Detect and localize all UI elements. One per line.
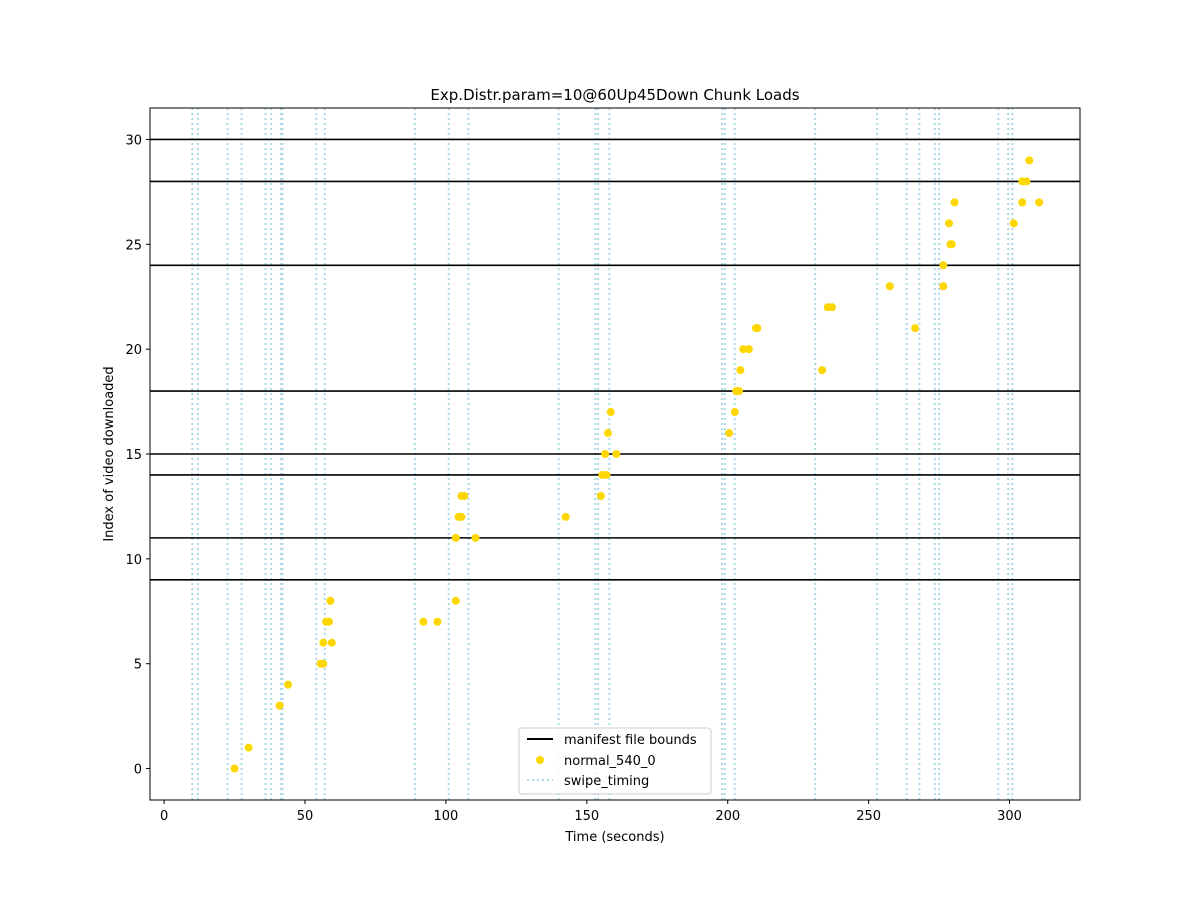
data-point: [602, 470, 611, 479]
data-point: [275, 701, 284, 710]
manifest-bound-lines: [150, 138, 1080, 581]
x-tick-label: 50: [297, 809, 314, 824]
x-tick-label: 100: [433, 809, 458, 824]
data-point: [606, 408, 615, 417]
data-point: [612, 450, 621, 458]
y-axis-label: Index of video downloaded: [102, 366, 117, 541]
x-tick-label: 0: [160, 809, 168, 824]
chart-title: Exp.Distr.param=10@60Up45Down Chunk Load…: [430, 86, 799, 104]
data-point: [319, 638, 328, 647]
data-point: [324, 617, 333, 626]
y-tick-label: 5: [134, 658, 142, 673]
data-point: [735, 387, 743, 396]
data-point: [828, 303, 836, 312]
data-point: [753, 324, 762, 333]
data-points: [230, 156, 1044, 773]
data-point: [1035, 198, 1044, 207]
data-point: [419, 617, 428, 626]
y-tick-label: 10: [125, 553, 142, 568]
y-tick-label: 25: [125, 238, 142, 253]
data-point: [725, 429, 734, 438]
data-point: [603, 429, 612, 438]
data-point: [950, 198, 959, 207]
legend-swipe-label: swipe_timing: [564, 774, 649, 789]
x-tick-label: 150: [574, 809, 599, 824]
data-point: [327, 638, 336, 647]
x-tick-label: 200: [715, 809, 740, 824]
y-tick-label: 30: [125, 133, 142, 148]
data-point: [939, 282, 948, 291]
data-point: [230, 764, 239, 773]
x-axis-label: Time (seconds): [564, 830, 664, 845]
y-tick-label: 0: [134, 763, 142, 778]
data-point: [947, 240, 956, 249]
data-point: [596, 491, 605, 500]
data-point: [451, 533, 460, 542]
data-point: [736, 366, 745, 375]
data-point: [244, 743, 253, 752]
data-point: [433, 617, 442, 626]
y-axis-ticks: 0 5 10 15 20 25 30: [125, 133, 150, 778]
data-point: [1009, 219, 1018, 228]
data-point: [284, 680, 293, 689]
data-point: [885, 282, 894, 291]
x-tick-label: 250: [856, 809, 881, 824]
legend-points-swatch: [536, 756, 544, 764]
y-tick-label: 20: [125, 343, 142, 358]
data-point: [457, 512, 466, 521]
data-point: [451, 596, 460, 605]
y-tick-label: 15: [125, 448, 142, 463]
data-point: [939, 261, 948, 270]
data-point: [1022, 177, 1031, 186]
data-point: [944, 219, 953, 228]
legend-box: [518, 727, 712, 795]
data-point: [730, 408, 739, 417]
data-point: [319, 659, 328, 668]
data-point: [744, 345, 753, 354]
legend-manifest-label: manifest file bounds: [564, 733, 697, 748]
x-axis-ticks: 0 50 100 150 200 250 300: [160, 800, 1022, 824]
data-point: [739, 345, 748, 354]
data-point: [471, 533, 480, 542]
data-point: [326, 596, 335, 605]
data-point: [1025, 156, 1034, 165]
data-point: [601, 450, 610, 458]
legend-points-label: normal_540_0: [564, 754, 656, 769]
data-point: [460, 491, 469, 500]
data-point: [561, 512, 570, 521]
data-point: [1018, 198, 1027, 207]
data-point: [911, 324, 920, 333]
x-tick-label: 300: [997, 809, 1022, 824]
data-point: [818, 366, 827, 375]
legend: manifest file bounds normal_540_0 swipe_…: [518, 727, 712, 795]
